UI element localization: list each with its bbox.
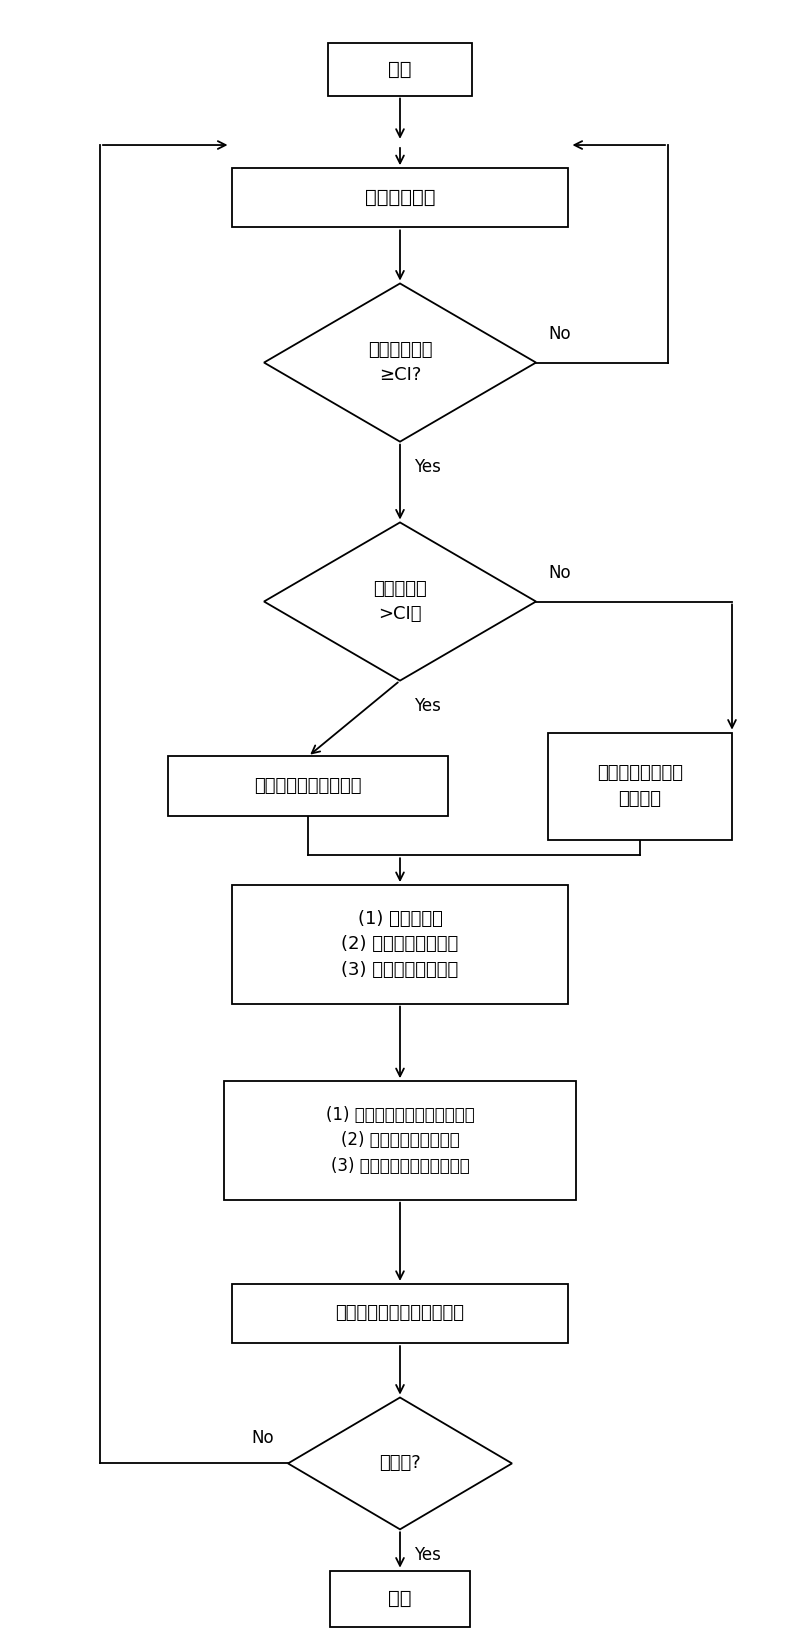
Text: 累计采集次
>CI？: 累计采集次 >CI？	[373, 580, 427, 623]
Text: No: No	[251, 1429, 274, 1447]
Text: 累计采集次数
≥CI?: 累计采集次数 ≥CI?	[368, 341, 432, 384]
Text: No: No	[548, 325, 570, 343]
FancyBboxPatch shape	[232, 168, 568, 227]
FancyBboxPatch shape	[224, 1081, 576, 1200]
Text: (1) 相融度计算
(2) 传感器支持度计算
(3) 有效传感器的选择: (1) 相融度计算 (2) 传感器支持度计算 (3) 有效传感器的选择	[342, 910, 458, 979]
Polygon shape	[288, 1398, 512, 1529]
Text: Yes: Yes	[414, 458, 442, 476]
Polygon shape	[264, 522, 536, 681]
Text: 结束吗?: 结束吗?	[379, 1455, 421, 1472]
FancyBboxPatch shape	[168, 756, 448, 816]
Text: Yes: Yes	[414, 697, 442, 715]
Text: 传感器方差和均值
初值计算: 传感器方差和均值 初值计算	[597, 765, 683, 808]
FancyBboxPatch shape	[328, 43, 472, 96]
Text: 无效传感器方差和均值修正: 无效传感器方差和均值修正	[335, 1305, 465, 1322]
Polygon shape	[264, 283, 536, 442]
Text: Yes: Yes	[414, 1546, 442, 1564]
FancyBboxPatch shape	[330, 1571, 470, 1627]
Text: 采集温度数据: 采集温度数据	[365, 188, 435, 208]
FancyBboxPatch shape	[548, 732, 732, 840]
Text: 开始: 开始	[388, 59, 412, 79]
Text: (1) 神经网络训练和权向量递推
(2) 神经网络输出的计算
(3) 多传感温度融合值的计算: (1) 神经网络训练和权向量递推 (2) 神经网络输出的计算 (3) 多传感温度…	[326, 1106, 474, 1175]
FancyBboxPatch shape	[232, 885, 568, 1004]
Text: 传感器方差和均值递推: 传感器方差和均值递推	[254, 778, 362, 794]
FancyBboxPatch shape	[232, 1284, 568, 1343]
Text: No: No	[548, 564, 570, 582]
Text: 结束: 结束	[388, 1589, 412, 1608]
